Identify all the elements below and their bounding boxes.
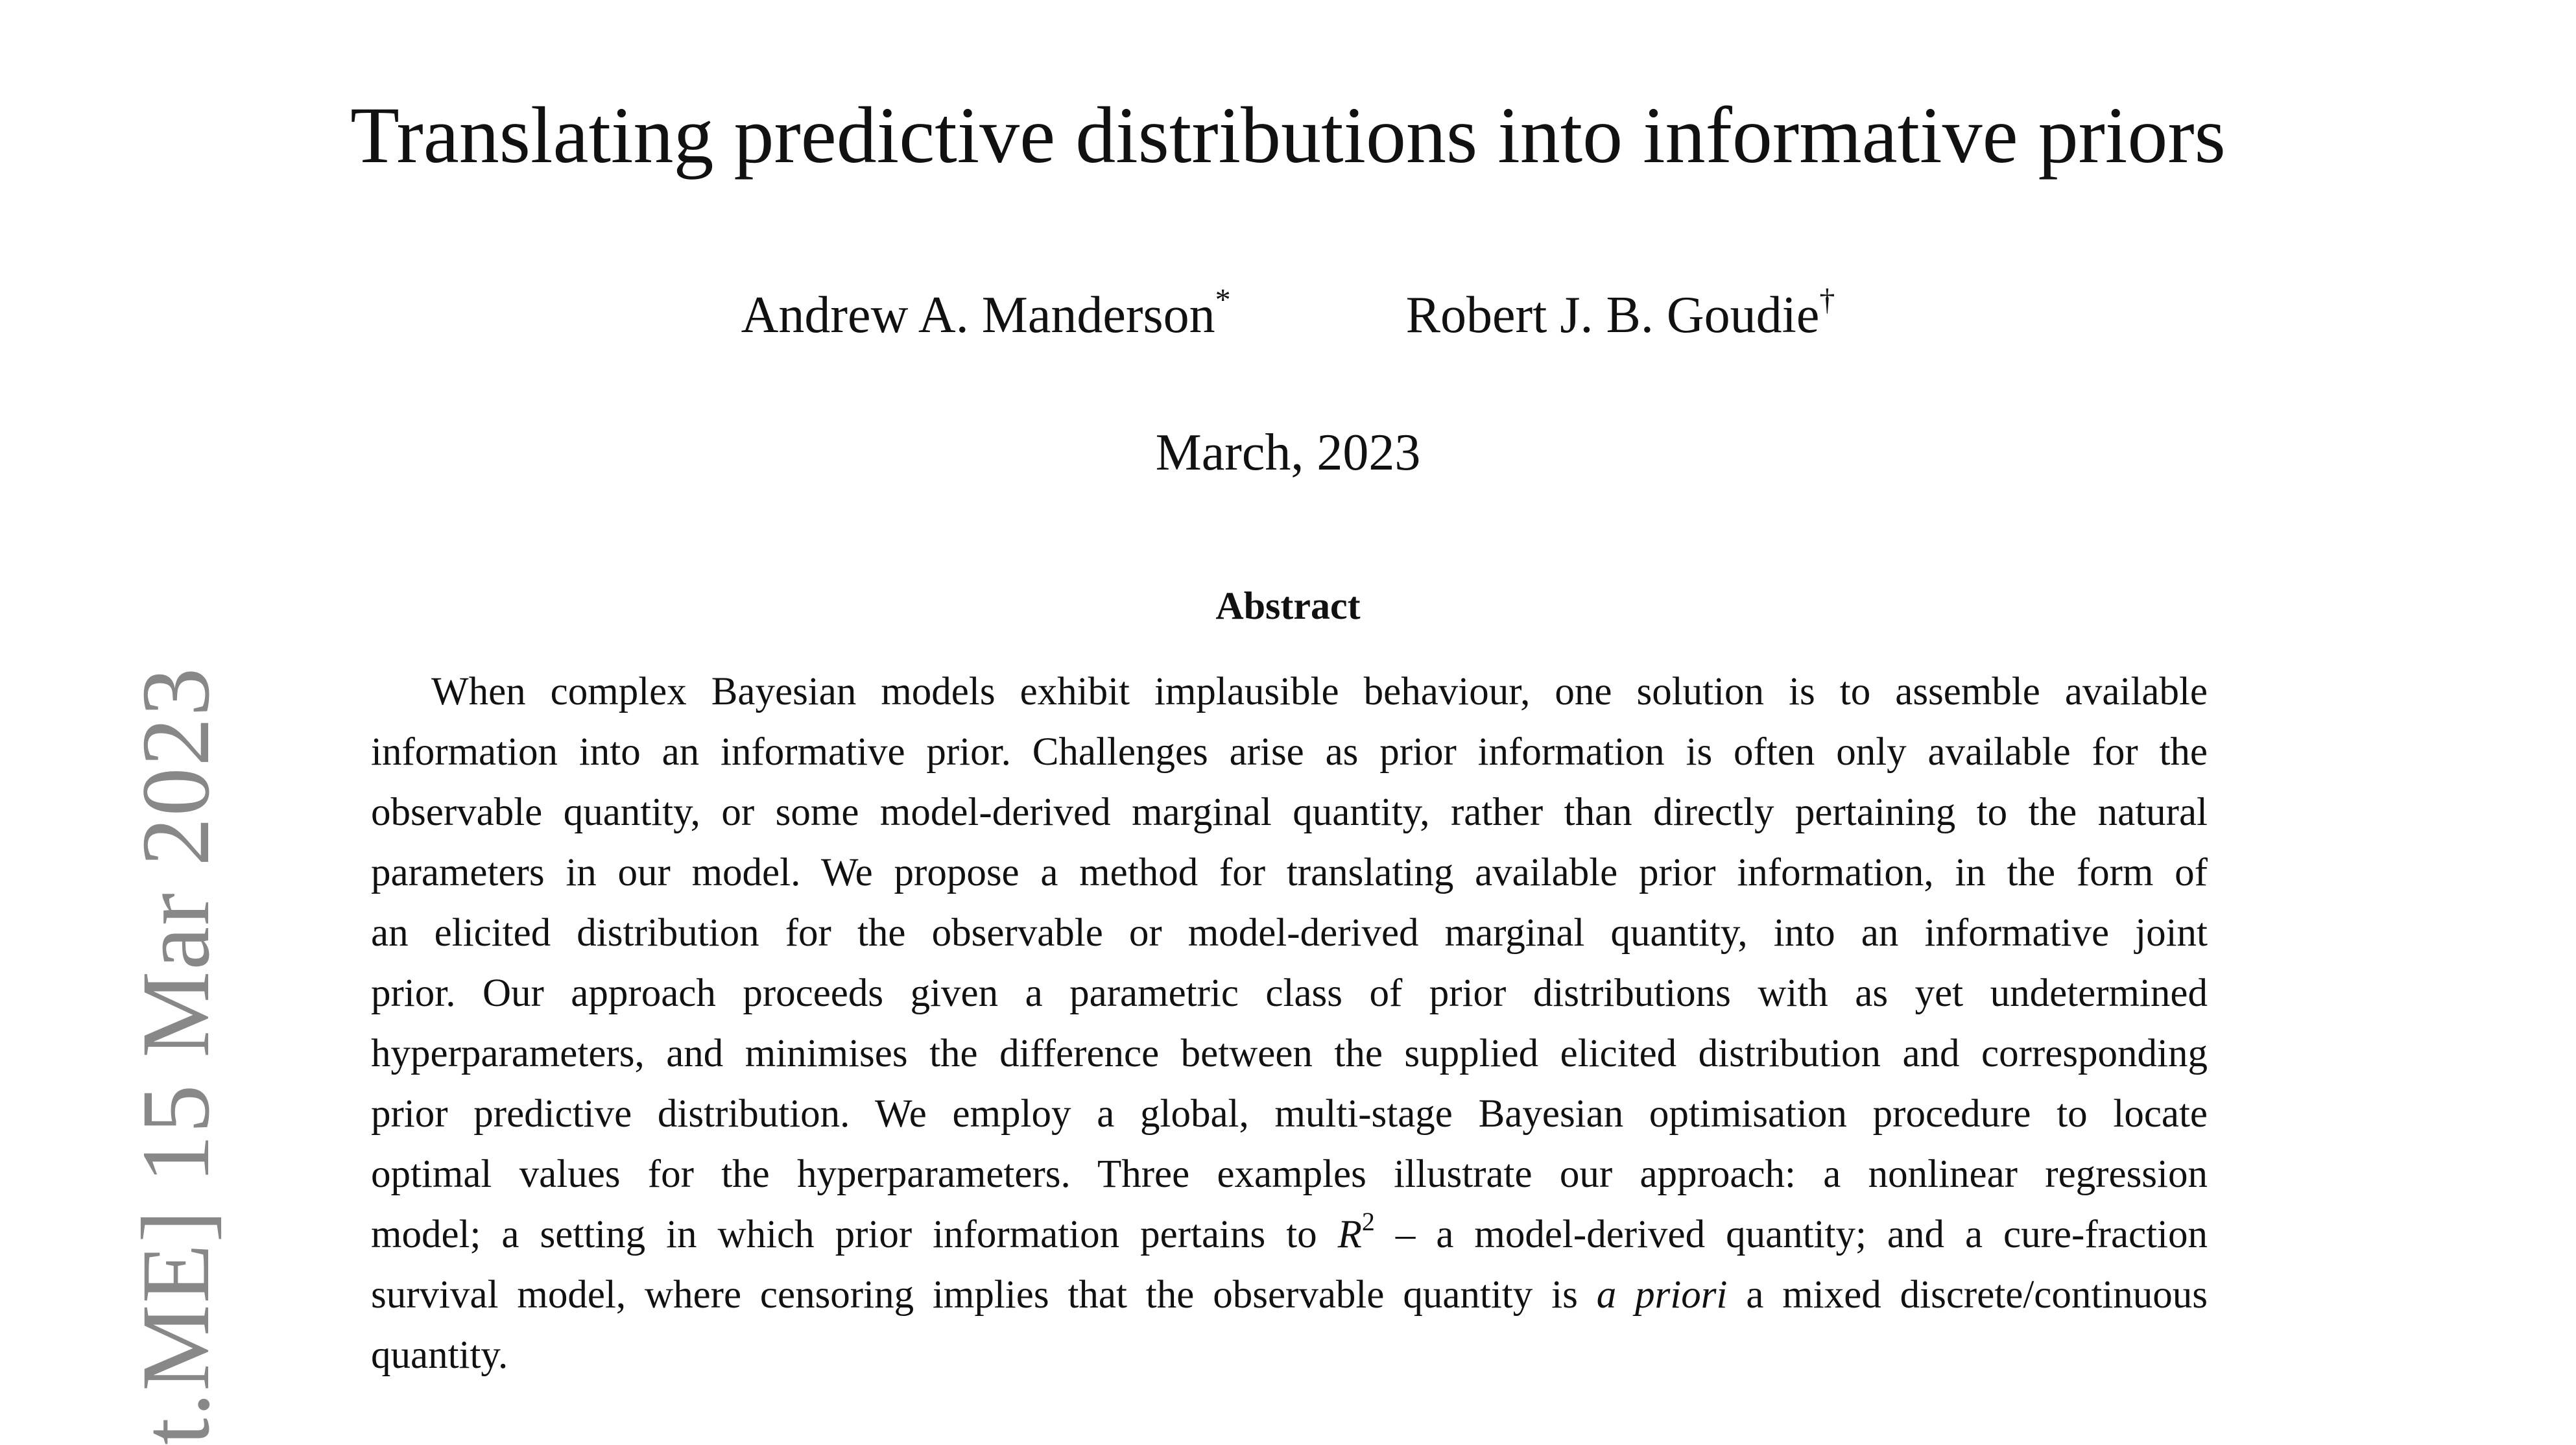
abstract-line: an elicited distribution for the observa… xyxy=(371,911,2208,955)
abstract-text-fragment: survival model, where censoring implies … xyxy=(371,1273,1597,1317)
abstract-line: prior predictive distribution. We employ… xyxy=(371,1092,2208,1136)
author-1-name: Andrew A. Manderson xyxy=(741,287,1215,344)
emphasis-a-priori: a priori xyxy=(1596,1273,1728,1317)
abstract-line-with-emphasis: survival model, where censoring implies … xyxy=(371,1265,2208,1325)
abstract-line: observable quantity, or some model-deriv… xyxy=(371,791,2208,834)
paper-title: Translating predictive distributions int… xyxy=(350,91,2226,180)
author-list: Andrew A. Manderson* Robert J. B. Goudie… xyxy=(0,284,2576,346)
arxiv-side-stamp: t.ME] 15 Mar 2023 xyxy=(122,666,230,1445)
author-2: Robert J. B. Goudie† xyxy=(1406,284,1835,346)
author-2-name: Robert J. B. Goudie xyxy=(1405,287,1820,344)
publication-date: March, 2023 xyxy=(1155,424,1421,481)
abstract-line: When complex Bayesian models exhibit imp… xyxy=(431,670,2208,713)
abstract-line-final: quantity. xyxy=(371,1333,508,1377)
abstract-line: optimal values for the hyperparameters. … xyxy=(371,1152,2208,1196)
author-1-footnote-mark: * xyxy=(1215,283,1231,317)
math-symbol: R xyxy=(1337,1213,1362,1256)
abstract-line: prior. Our approach proceeds given a par… xyxy=(371,972,2208,1015)
math-exponent: 2 xyxy=(1361,1207,1375,1236)
abstract-line: information into an informative prior. C… xyxy=(371,730,2208,774)
abstract-text-fragment: model; a setting in which prior informat… xyxy=(371,1213,1338,1256)
abstract-text-fragment: a mixed discrete/continuous xyxy=(1727,1273,2208,1317)
abstract-line-with-math: model; a setting in which prior informat… xyxy=(371,1204,2208,1265)
abstract-line: parameters in our model. We propose a me… xyxy=(371,851,2208,894)
author-2-footnote-mark: † xyxy=(1819,283,1835,317)
abstract-line: hyperparameters, and minimises the diffe… xyxy=(371,1032,2208,1075)
abstract-heading: Abstract xyxy=(1215,584,1361,627)
abstract-text-fragment: – a model-derived quantity; and a cure-f… xyxy=(1374,1213,2208,1256)
author-1: Andrew A. Manderson* xyxy=(741,284,1231,346)
abstract-body: When complex Bayesian models exhibit imp… xyxy=(371,662,2208,1385)
r-squared-symbol: R2 xyxy=(1337,1209,1375,1257)
